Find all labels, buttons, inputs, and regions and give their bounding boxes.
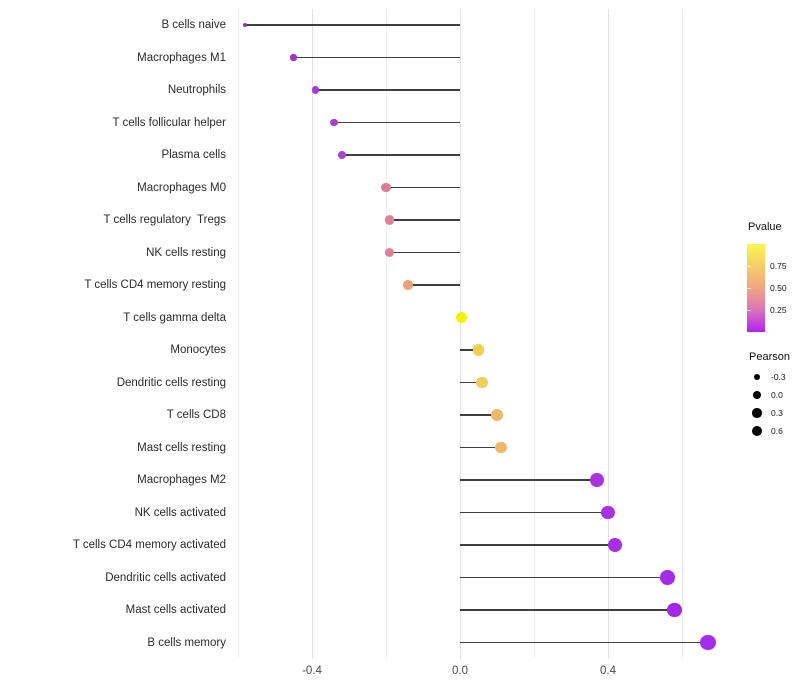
lollipop-dot	[608, 538, 623, 552]
pearson-size-key-dot	[751, 425, 763, 437]
lollipop-stem	[315, 89, 460, 91]
lollipop-dot	[472, 344, 485, 356]
x-axis-tick-label: 0.0	[452, 665, 468, 677]
lollipop-stem	[460, 414, 497, 416]
y-axis-label: Macrophages M2	[137, 474, 226, 486]
pvalue-tick-mark	[747, 288, 751, 289]
pvalue-gradient-bar	[747, 244, 765, 332]
y-axis-label: B cells naive	[161, 19, 226, 31]
x-axis-tick-label: 0.4	[600, 665, 616, 677]
y-axis-label: T cells regulatory Tregs	[103, 214, 226, 226]
y-axis-label: NK cells resting	[146, 246, 226, 259]
lollipop-dot	[385, 215, 395, 225]
minor-gridline	[682, 9, 683, 659]
lollipop-stem	[460, 641, 708, 644]
pearson-size-key-label: 0.3	[771, 408, 783, 418]
lollipop-dot	[243, 23, 248, 27]
lollipop-dot	[491, 409, 503, 421]
pvalue-legend-title: Pvalue	[748, 221, 782, 233]
lollipop-dot	[312, 86, 320, 94]
y-axis-label: T cells gamma delta	[123, 311, 226, 324]
major-gridline	[608, 9, 609, 659]
pearson-size-key-label: 0.6	[771, 426, 783, 436]
lollipop-dot	[381, 182, 391, 193]
minor-gridline	[238, 9, 239, 659]
lollipop-stem	[460, 381, 483, 384]
y-axis-label: Monocytes	[170, 344, 226, 356]
pearson-size-key-dot	[752, 408, 762, 418]
y-axis-label: B cells memory	[147, 636, 226, 649]
pearson-size-key-dot	[753, 391, 761, 399]
pvalue-tick-mark	[747, 266, 751, 267]
lollipop-stem	[460, 479, 597, 481]
lollipop-stem	[460, 609, 675, 611]
y-axis-label: T cells CD8	[166, 409, 226, 421]
lollipop-stem	[341, 154, 460, 156]
major-gridline	[460, 9, 461, 659]
lollipop-dot	[456, 312, 468, 323]
lollipop-dot	[476, 376, 488, 389]
lollipop-stem	[293, 56, 460, 59]
y-axis-label: Dendritic cells activated	[105, 571, 226, 584]
lollipop-stem	[408, 284, 460, 286]
pearson-legend-title: Pearson	[749, 351, 790, 363]
pvalue-tick-label: 0.25	[770, 305, 787, 315]
y-axis-label: T cells CD4 memory activated	[72, 539, 226, 551]
lollipop-stem	[460, 446, 501, 449]
pearson-size-key-dot	[753, 373, 761, 381]
lollipop-dot	[494, 441, 507, 454]
y-axis-label: Dendritic cells resting	[116, 376, 226, 389]
lollipop-dot	[330, 118, 339, 127]
x-axis-tick-label: -0.4	[302, 665, 322, 677]
y-axis-label: Mast cells activated	[125, 604, 226, 616]
y-axis-label: Neutrophils	[167, 84, 226, 96]
lollipop-dot	[601, 505, 615, 520]
pearson-size-key-label: 0.0	[771, 390, 783, 400]
y-axis-label: Plasma cells	[161, 149, 226, 161]
pvalue-tick-label: 0.75	[770, 261, 787, 271]
y-axis-label: Mast cells resting	[137, 441, 226, 454]
lollipop-dot	[385, 247, 395, 258]
lollipop-dot	[290, 54, 297, 61]
y-axis-label: T cells follicular helper	[112, 116, 226, 129]
lollipop-dot	[667, 602, 683, 618]
lollipop-dot	[659, 570, 675, 585]
lollipop-stem	[389, 251, 460, 254]
minor-gridline	[386, 9, 387, 659]
lollipop-stem	[334, 121, 460, 124]
y-axis-label: Macrophages M0	[137, 181, 226, 194]
major-gridline	[312, 9, 313, 659]
y-axis-label: T cells CD4 memory resting	[84, 279, 226, 291]
lollipop-stem	[460, 349, 479, 351]
lollipop-stem	[460, 544, 616, 546]
pearson-size-key-label: -0.3	[771, 372, 786, 382]
lollipop-stem	[389, 219, 460, 221]
lollipop-dot	[590, 473, 604, 487]
lollipop-dot	[403, 280, 414, 290]
lollipop-dot	[700, 634, 716, 651]
pvalue-tick-mark	[747, 310, 751, 311]
pvalue-tick-label: 0.50	[770, 283, 787, 293]
lollipop-stem	[245, 24, 460, 26]
minor-gridline	[534, 9, 535, 659]
lollipop-stem	[460, 576, 668, 579]
y-axis-label: Macrophages M1	[137, 51, 226, 64]
y-axis-label: NK cells activated	[134, 506, 226, 519]
lollipop-dot	[337, 151, 346, 159]
lollipop-stem	[386, 186, 460, 189]
lollipop-stem	[460, 511, 608, 514]
